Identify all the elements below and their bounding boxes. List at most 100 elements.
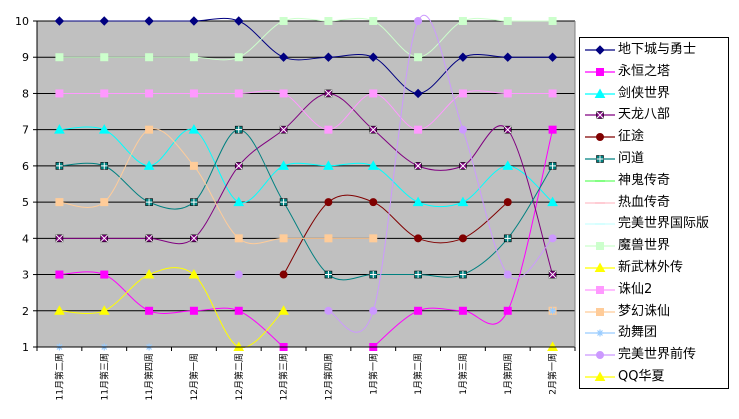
data-point-1-4 <box>234 306 243 315</box>
legend-item: 热血传奇 <box>580 193 730 213</box>
data-point-12-4 <box>234 234 243 243</box>
data-point-9-11 <box>548 17 557 25</box>
legend-marker-1 <box>596 67 604 76</box>
data-point-3-8 <box>414 162 422 170</box>
data-point-10-5 <box>278 305 289 315</box>
data-point-9-3 <box>189 53 198 62</box>
x-tick-label: 1月第二周 <box>412 353 424 395</box>
data-point-2-6 <box>323 160 334 170</box>
data-point-3-7 <box>369 125 378 134</box>
plot-area <box>37 21 575 347</box>
data-point-1-3 <box>189 306 198 315</box>
legend-item: QQ华夏 <box>580 367 730 387</box>
legend-marker-13 <box>596 329 604 337</box>
series-line-12 <box>59 128 374 245</box>
data-point-4-9 <box>458 234 467 243</box>
data-point-5-9 <box>459 270 467 279</box>
data-point-4-7 <box>369 198 378 207</box>
legend-swatch <box>585 351 615 360</box>
x-tick-labels: 11月第二周 11月第三周 11月第四周 12月第一周 12月第二周 12月第三周 12月第… <box>53 353 558 400</box>
data-point-11-10 <box>503 89 512 98</box>
gridlines <box>33 20 575 348</box>
legend-swatch <box>585 307 615 316</box>
y-tick-label: 4 <box>22 232 29 245</box>
data-point-5-3 <box>190 198 198 206</box>
y-tick-labels: 1 2 3 4 5 6 7 8 9 10 <box>15 15 29 354</box>
data-point-2-9 <box>457 196 469 207</box>
data-point-12-1 <box>100 198 109 207</box>
data-point-11-0 <box>55 89 64 98</box>
data-point-9-6 <box>324 17 333 25</box>
data-point-10-0 <box>54 305 65 315</box>
legend-marker-10 <box>594 262 606 272</box>
data-point-12-2 <box>145 125 154 134</box>
data-point-3-9 <box>459 162 467 170</box>
data-point-13-11 <box>549 307 557 315</box>
legend-label: 剑侠世界 <box>618 85 671 101</box>
data-point-11-2 <box>145 89 154 98</box>
legend-label: 魔兽世界 <box>618 238 671 254</box>
data-point-2-11 <box>547 196 558 207</box>
data-point-1-0 <box>55 270 64 279</box>
data-point-3-1 <box>100 234 109 243</box>
x-tick-label: 11月第二周 <box>53 353 65 400</box>
data-point-2-7 <box>367 160 379 170</box>
legend-item: 剑侠世界 <box>580 84 730 104</box>
legend-label: 天龙八部 <box>618 107 671 123</box>
data-point-5-2 <box>145 198 153 206</box>
data-point-0-7 <box>368 52 378 62</box>
legend-marker-12 <box>596 307 604 316</box>
legend-swatch <box>585 67 615 76</box>
series-markers <box>54 16 558 351</box>
legend-item: 梦幻诛仙 <box>580 302 730 322</box>
legend-swatch <box>585 371 615 381</box>
data-point-11-4 <box>234 89 243 98</box>
data-point-1-8 <box>414 306 423 315</box>
legend-label: 完美世界国际版 <box>618 216 710 232</box>
data-point-1-1 <box>100 270 109 279</box>
x-tick-label: 11月第三周 <box>98 353 110 400</box>
data-point-2-2 <box>143 160 155 170</box>
legend-marker-3 <box>596 111 604 120</box>
legend-item: 征途 <box>580 127 730 147</box>
data-point-0-6 <box>323 52 334 62</box>
legend-swatch <box>585 262 615 272</box>
legend-label: QQ华夏 <box>618 369 665 384</box>
legend-swatch <box>585 45 615 55</box>
data-point-9-0 <box>55 53 64 62</box>
data-point-9-7 <box>369 17 378 25</box>
data-point-14-8 <box>414 17 423 25</box>
data-point-4-6 <box>324 198 333 207</box>
x-tick-label: 12月第一周 <box>188 353 200 400</box>
y-tick-label: 5 <box>22 196 29 209</box>
legend-item: 问道 <box>580 149 730 169</box>
data-point-1-11 <box>548 125 557 134</box>
legend-label: 热血传奇 <box>618 194 671 210</box>
legend-swatch <box>585 242 615 251</box>
data-point-5-8 <box>414 270 422 279</box>
data-point-0-3 <box>189 16 199 26</box>
data-point-2-3 <box>188 124 200 134</box>
y-tick-label: 1 <box>22 341 29 354</box>
data-point-9-10 <box>503 17 512 25</box>
data-point-14-6 <box>324 306 333 315</box>
data-point-0-11 <box>547 52 558 62</box>
data-point-0-2 <box>144 16 154 26</box>
data-point-2-8 <box>412 196 424 207</box>
data-point-10-1 <box>98 305 110 315</box>
data-point-11-8 <box>414 125 423 134</box>
data-point-3-3 <box>190 234 198 243</box>
legend-label: 神鬼传奇 <box>618 172 671 188</box>
x-tick-label: 2月第一周 <box>547 353 559 395</box>
data-point-2-0 <box>54 124 65 134</box>
legend-swatch <box>585 223 615 226</box>
legend-swatch <box>585 111 615 120</box>
legend-item: 完美世界国际版 <box>580 214 730 234</box>
legend-label: 劲舞团 <box>618 325 658 341</box>
data-point-0-5 <box>278 52 289 62</box>
y-tick-label: 7 <box>22 124 29 137</box>
legend-label: 永恒之塔 <box>618 63 671 79</box>
data-point-11-9 <box>458 89 467 98</box>
data-point-11-1 <box>100 89 109 98</box>
